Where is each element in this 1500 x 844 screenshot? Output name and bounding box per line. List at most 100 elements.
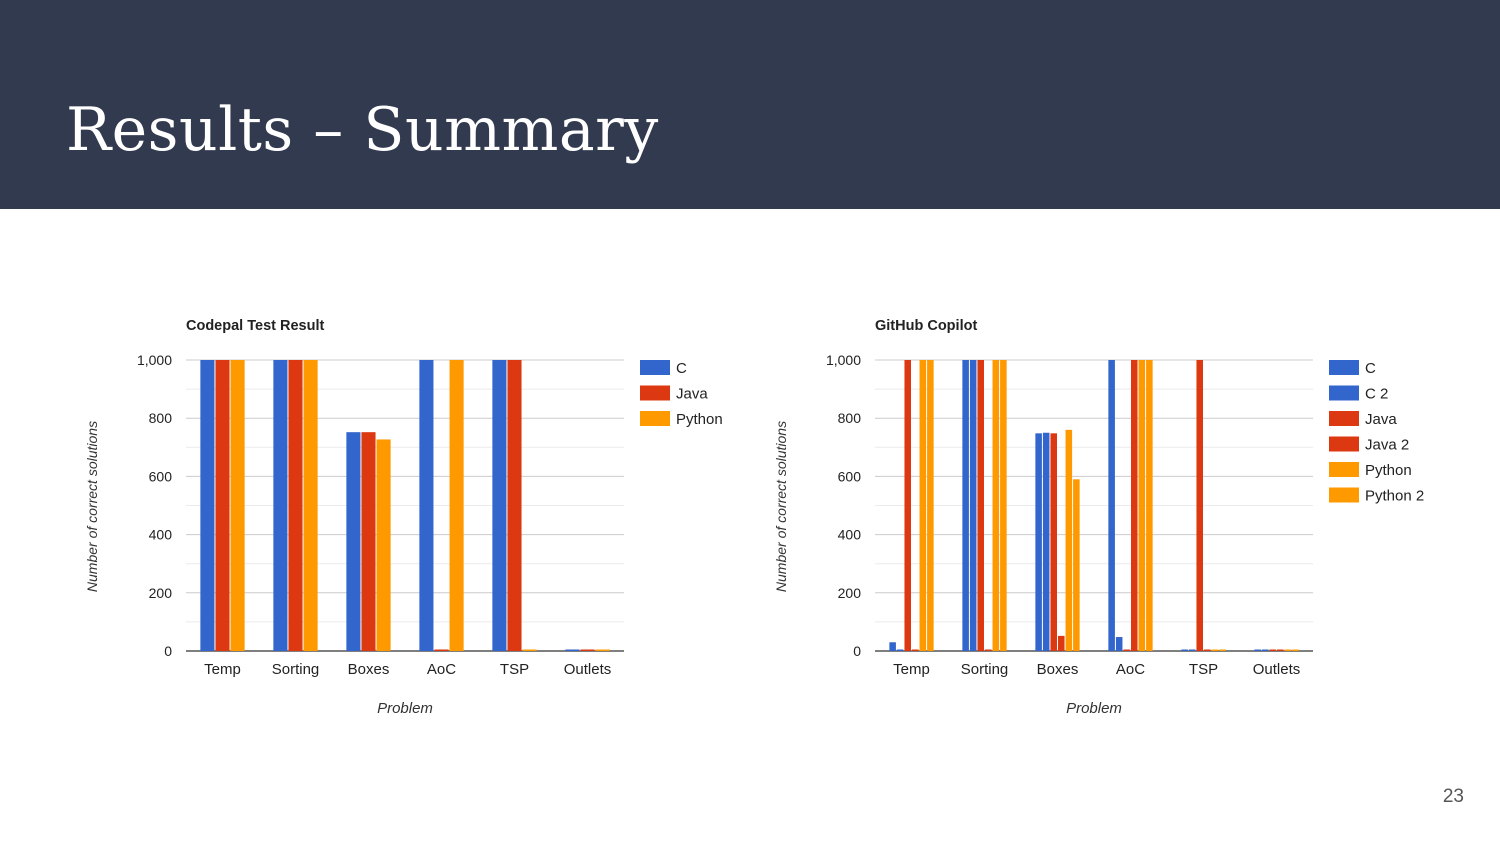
bar-aoc-java bbox=[434, 649, 449, 651]
legend-label: Java bbox=[1365, 411, 1397, 428]
y-tick-label: 400 bbox=[838, 527, 862, 543]
bar-boxes-python-2 bbox=[1073, 479, 1080, 651]
chart-copilot: GitHub Copilot 0 200 400 600 800 1,000 Temp Sort… bbox=[759, 300, 1439, 740]
bar-outlets-c bbox=[1254, 649, 1261, 651]
legend-label: C bbox=[676, 360, 687, 377]
y-tick-label: 600 bbox=[838, 468, 862, 484]
bar-sorting-java bbox=[977, 360, 984, 651]
legend-swatch bbox=[640, 411, 670, 426]
x-tick-label: Sorting bbox=[272, 661, 320, 678]
x-tick-label: Outlets bbox=[564, 661, 612, 678]
x-axis-title: Problem bbox=[377, 700, 433, 717]
bar-tsp-java-2 bbox=[1204, 649, 1211, 651]
bar-sorting-python-2 bbox=[1000, 360, 1007, 651]
bar-sorting-c bbox=[962, 360, 969, 651]
bar-tsp-java bbox=[1196, 360, 1203, 651]
bar-temp-java bbox=[904, 360, 911, 651]
legend-swatch bbox=[1329, 360, 1359, 375]
chart-copilot-svg: GitHub Copilot 0 200 400 600 800 1,000 Temp Sort… bbox=[773, 318, 1424, 717]
bar-outlets-python-2 bbox=[1292, 649, 1299, 651]
legend-label: Java bbox=[676, 386, 708, 403]
y-tick-label: 1,000 bbox=[137, 352, 172, 368]
bar-outlets-c bbox=[565, 649, 580, 651]
legend-label: C 2 bbox=[1365, 386, 1388, 403]
bar-temp-c bbox=[889, 642, 896, 651]
x-tick-label: Temp bbox=[204, 661, 241, 678]
y-tick-label: 600 bbox=[149, 468, 173, 484]
y-tick-label: 400 bbox=[149, 527, 173, 543]
bar-temp-java bbox=[215, 360, 230, 651]
bar-outlets-c-2 bbox=[1261, 649, 1269, 651]
x-tick-label: Boxes bbox=[1037, 661, 1079, 678]
x-tick-label: Sorting bbox=[961, 661, 1009, 678]
legend-label: Java 2 bbox=[1365, 437, 1409, 454]
bar-sorting-python bbox=[303, 360, 318, 651]
legend-swatch bbox=[1329, 411, 1359, 426]
bar-aoc-c bbox=[419, 360, 434, 651]
bar-tsp-python-2 bbox=[1219, 649, 1226, 651]
bar-aoc-python-2 bbox=[1146, 360, 1153, 651]
bar-sorting-java-2 bbox=[985, 649, 992, 651]
legend-label: Python 2 bbox=[1365, 488, 1424, 505]
bar-temp-c bbox=[200, 360, 215, 651]
bar-temp-python bbox=[230, 360, 245, 651]
x-tick-label: AoC bbox=[427, 661, 456, 678]
bar-outlets-java bbox=[1269, 649, 1276, 651]
bar-boxes-java bbox=[361, 432, 376, 651]
bar-temp-python bbox=[919, 360, 927, 651]
y-axis-title: Number of correct solutions bbox=[84, 421, 100, 592]
bar-aoc-java bbox=[1123, 649, 1130, 651]
bar-tsp-c-2 bbox=[1188, 649, 1196, 651]
legend-swatch bbox=[1329, 385, 1359, 401]
bar-boxes-java-2 bbox=[1058, 635, 1065, 651]
bar-sorting-c bbox=[273, 360, 288, 651]
y-tick-label: 1,000 bbox=[826, 352, 861, 368]
bar-boxes-python bbox=[376, 439, 391, 651]
bar-temp-python-2 bbox=[927, 360, 934, 651]
legend-swatch bbox=[1329, 436, 1359, 452]
bar-tsp-python bbox=[1211, 649, 1219, 651]
bar-aoc-python bbox=[1138, 360, 1146, 651]
page-number: 23 bbox=[1442, 786, 1464, 807]
bar-boxes-c-2 bbox=[1042, 432, 1050, 651]
bar-boxes-python bbox=[1065, 429, 1073, 651]
y-tick-label: 200 bbox=[838, 585, 862, 601]
y-tick-label: 800 bbox=[838, 410, 862, 426]
x-tick-label: Temp bbox=[893, 661, 930, 678]
bar-aoc-c bbox=[1108, 360, 1115, 651]
bar-sorting-c-2 bbox=[969, 360, 977, 651]
y-tick-label: 0 bbox=[853, 643, 861, 659]
x-tick-label: AoC bbox=[1116, 661, 1145, 678]
y-axis-title: Number of correct solutions bbox=[773, 421, 789, 592]
x-tick-label: Outlets bbox=[1253, 661, 1301, 678]
bar-temp-c-2 bbox=[896, 649, 904, 651]
x-tick-label: TSP bbox=[1189, 661, 1218, 678]
x-axis-title: Problem bbox=[1066, 700, 1122, 717]
y-tick-label: 0 bbox=[164, 643, 172, 659]
slide-title: Results – Summary bbox=[66, 95, 659, 165]
chart-codepal: Codepal Test Result 0 200 400 600 800 1,000 Tem… bbox=[70, 300, 750, 740]
chart-title: GitHub Copilot bbox=[875, 318, 977, 334]
slide-header bbox=[0, 0, 1500, 209]
legend-label: Python bbox=[676, 411, 723, 428]
x-tick-label: Boxes bbox=[348, 661, 390, 678]
bar-outlets-python bbox=[595, 649, 610, 651]
x-tick-label: TSP bbox=[500, 661, 529, 678]
bar-outlets-python bbox=[1284, 649, 1292, 651]
chart-title: Codepal Test Result bbox=[186, 318, 324, 334]
bar-tsp-c bbox=[1181, 649, 1188, 651]
bar-outlets-java-2 bbox=[1277, 649, 1284, 651]
bar-sorting-java bbox=[288, 360, 303, 651]
y-tick-label: 200 bbox=[149, 585, 173, 601]
legend-swatch bbox=[640, 385, 670, 401]
bar-tsp-java bbox=[507, 360, 522, 651]
bar-outlets-java bbox=[580, 649, 595, 651]
bar-aoc-java-2 bbox=[1131, 360, 1138, 651]
bar-boxes-c bbox=[346, 432, 361, 651]
y-tick-label: 800 bbox=[149, 410, 173, 426]
legend-swatch bbox=[1329, 462, 1359, 477]
chart-codepal-svg: Codepal Test Result 0 200 400 600 800 1,000 Tem… bbox=[84, 318, 723, 717]
bar-tsp-python bbox=[522, 649, 537, 651]
bar-temp-java-2 bbox=[912, 649, 919, 651]
legend-label: C bbox=[1365, 360, 1376, 377]
